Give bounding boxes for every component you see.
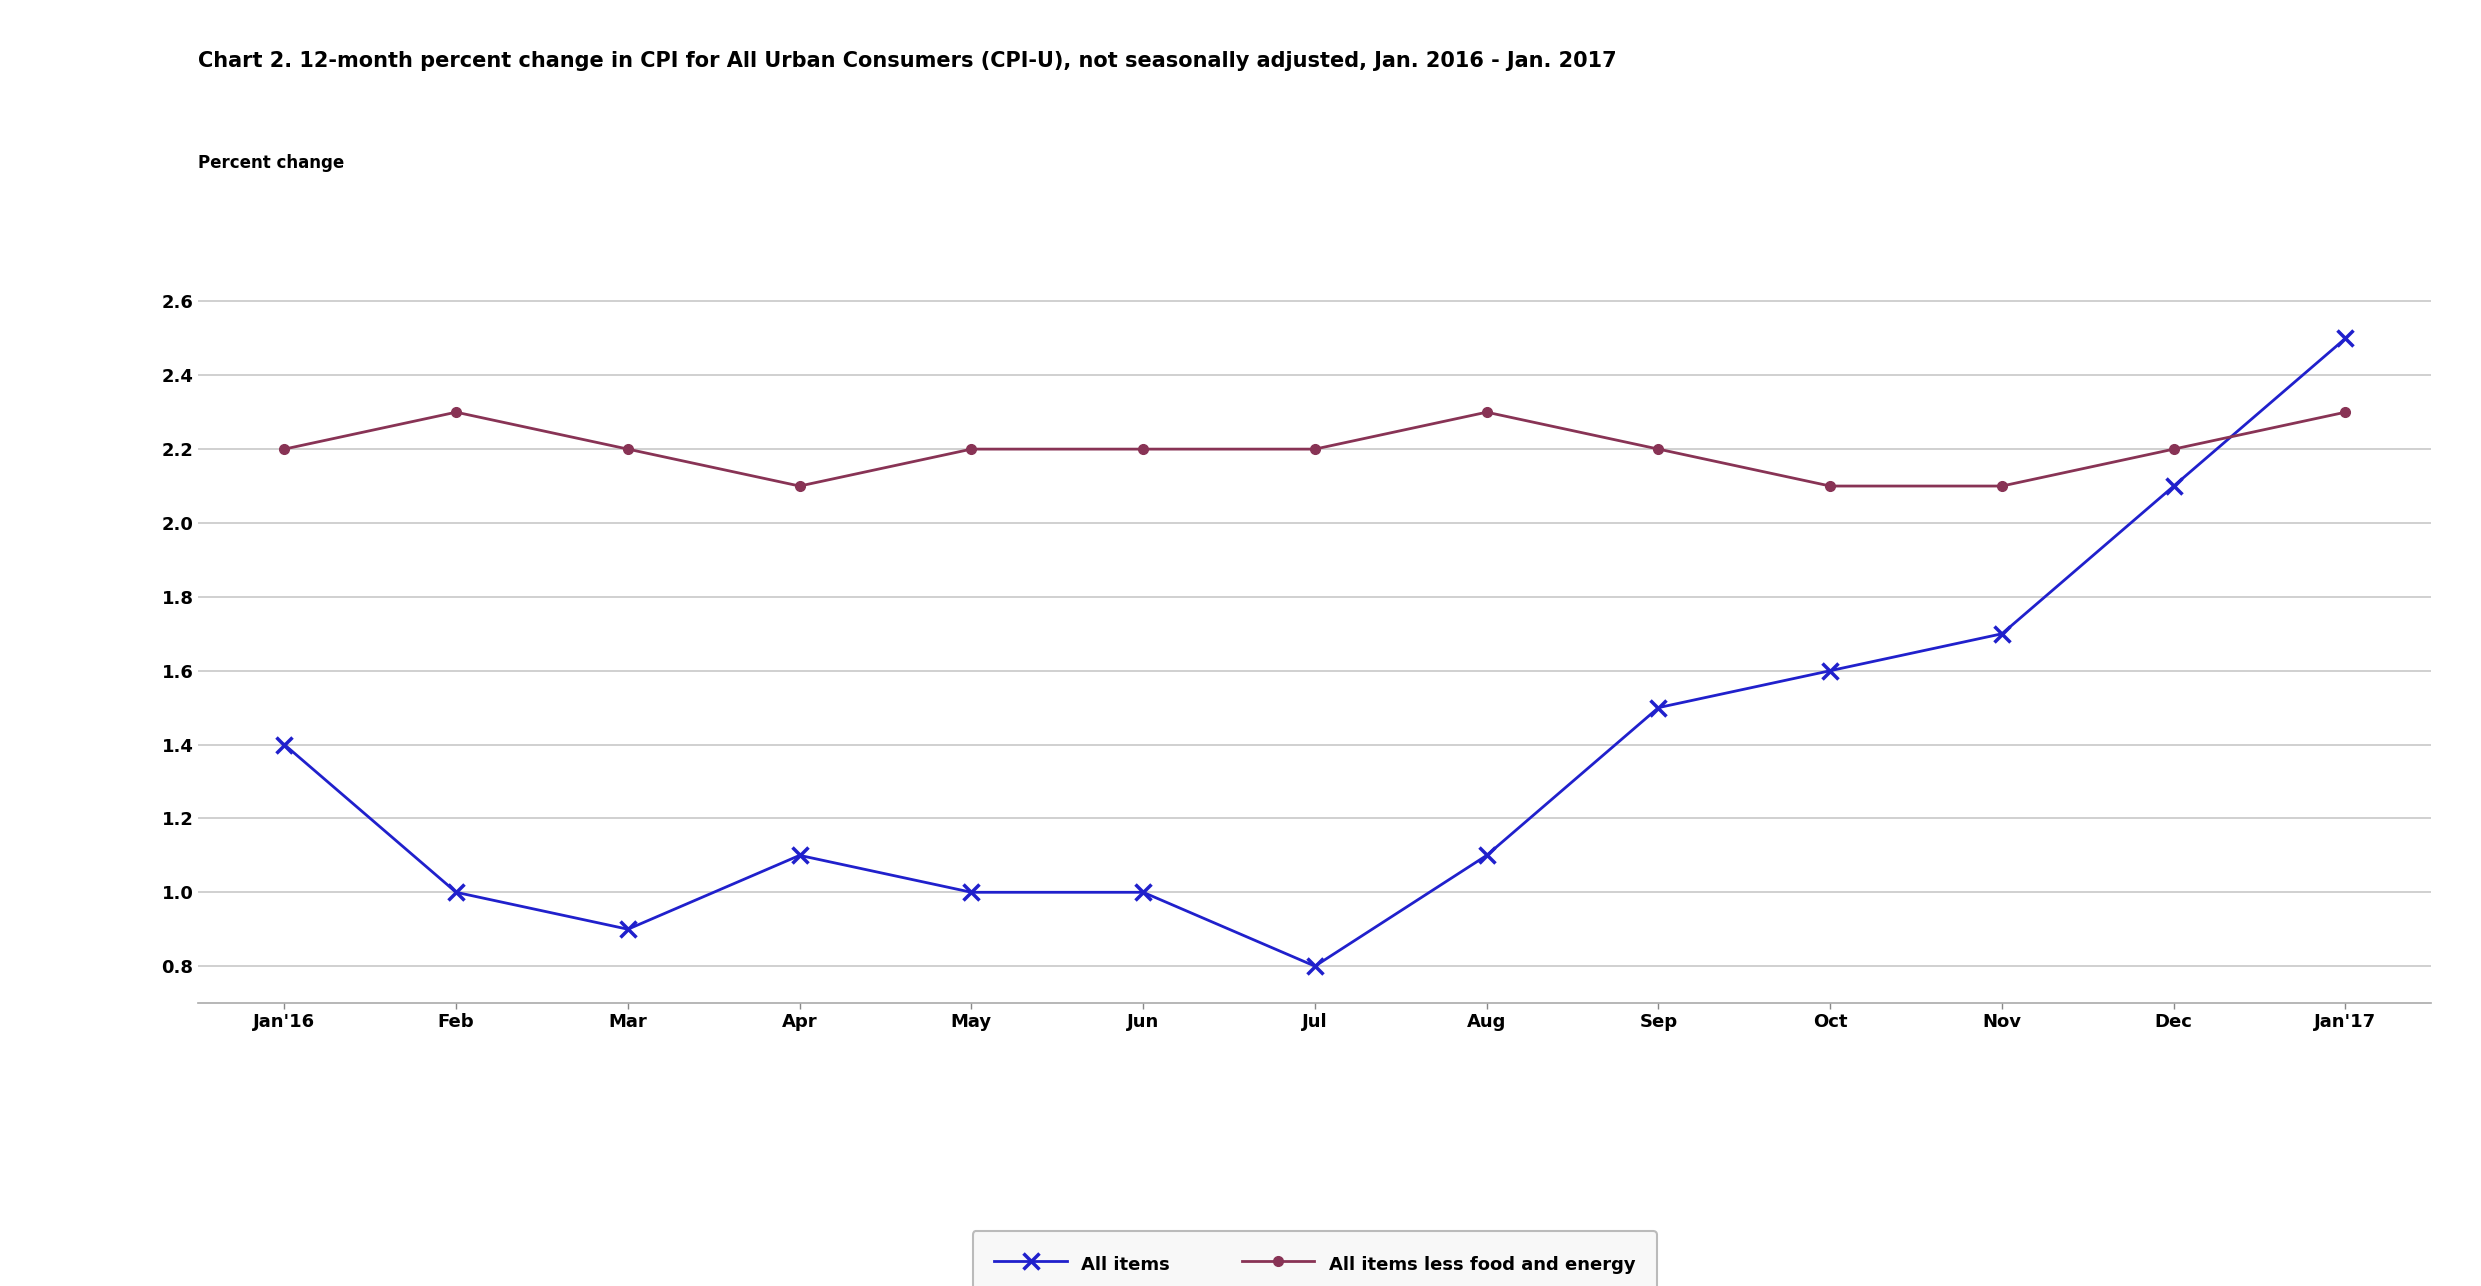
Line: All items: All items: [278, 331, 2352, 974]
All items less food and energy: [442, 405, 471, 421]
All items less food and energy: [1987, 478, 2017, 494]
All items: [1300, 958, 1330, 974]
All items less food and energy: [1642, 441, 1672, 457]
All items: [784, 847, 814, 863]
All items: [1987, 626, 2017, 642]
Legend: All items, All items less food and energy: All items, All items less food and energ…: [973, 1231, 1657, 1286]
Line: All items less food and energy: All items less food and energy: [280, 408, 2350, 491]
All items less food and energy: [2330, 405, 2359, 421]
All items less food and energy: [2158, 441, 2188, 457]
All items less food and energy: [1300, 441, 1330, 457]
All items: [442, 885, 471, 900]
All items less food and energy: [613, 441, 643, 457]
All items: [958, 885, 987, 900]
All items: [613, 922, 643, 937]
All items less food and energy: [1471, 405, 1501, 421]
All items less food and energy: [958, 441, 987, 457]
All items less food and energy: [1129, 441, 1159, 457]
All items: [1129, 885, 1159, 900]
Text: Chart 2. 12-month percent change in CPI for All Urban Consumers (CPI-U), not sea: Chart 2. 12-month percent change in CPI …: [198, 51, 1618, 72]
All items: [1642, 700, 1672, 715]
All items: [2158, 478, 2188, 494]
All items: [1471, 847, 1501, 863]
All items less food and energy: [270, 441, 300, 457]
All items: [270, 737, 300, 752]
All items: [2330, 331, 2359, 346]
All items: [1816, 664, 1846, 679]
All items less food and energy: [784, 478, 814, 494]
All items less food and energy: [1816, 478, 1846, 494]
Text: Percent change: Percent change: [198, 154, 345, 172]
